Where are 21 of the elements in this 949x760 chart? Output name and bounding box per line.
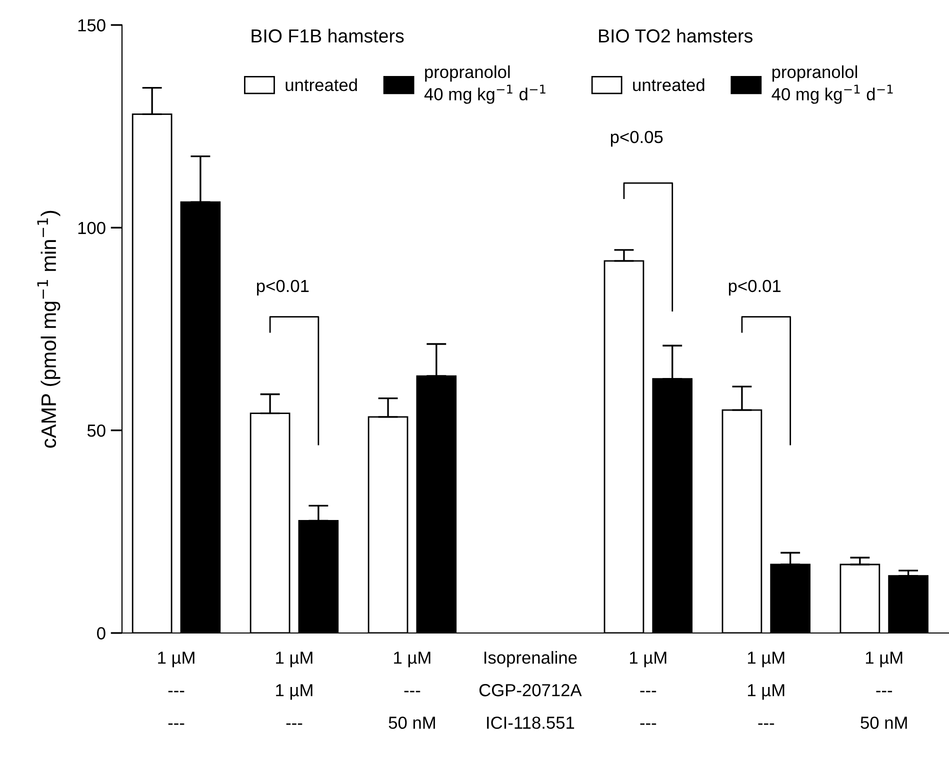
text: propranolol 40 mg kg$^{−1}$ d$^{−1}$: [772, 65, 893, 104]
legend-label: untreated: [286, 78, 357, 92]
annotation: BIO TO2 hamsters: [599, 28, 752, 43]
legend-label: propranolol 40 mg kg$^{−1}$ d$^{−1}$: [424, 65, 546, 104]
y-axis-title: cAMP (pmol mg$^{−1}$ min$^{−1}$): [37, 210, 60, 448]
text: 1 µM 1 µM ---: [276, 652, 312, 725]
annotation: BIO F1B hamsters: [252, 28, 404, 43]
text: Isoprenaline CGP-20712A ICI-118.551: [479, 651, 582, 729]
text: 1 µM 1 µM ---: [748, 652, 784, 725]
text: untreated: [633, 78, 704, 92]
text: 1 µM --- 50 nM: [860, 652, 907, 729]
text: 1 µM --- ---: [158, 652, 194, 725]
text: 1 µM --- ---: [630, 652, 666, 725]
y-tick-label: 50: [87, 424, 106, 437]
annotation: p<0.05: [610, 130, 663, 147]
annotation: p<0.01: [257, 280, 309, 296]
annotation: p<0.01: [728, 280, 781, 296]
y-tick-label: 0: [97, 627, 106, 640]
y-tick-label: 100: [78, 222, 106, 234]
y-tick-label: 150: [78, 19, 106, 32]
text: 1 µM --- 50 nM: [388, 652, 435, 729]
